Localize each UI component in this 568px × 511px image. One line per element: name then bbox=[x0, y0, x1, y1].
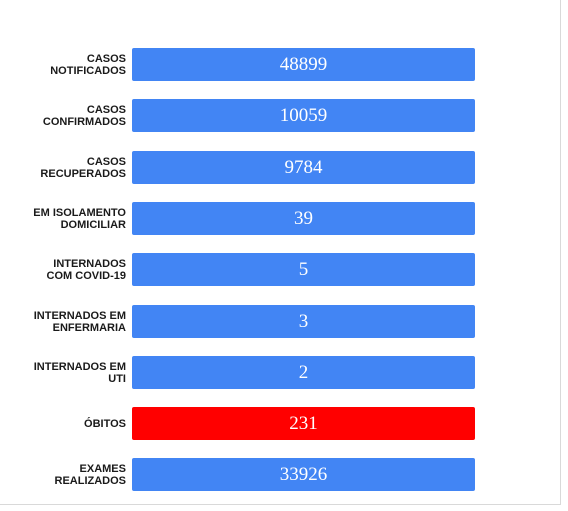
data-label: 2 bbox=[298, 361, 309, 383]
data-label: 9784 bbox=[284, 156, 323, 178]
bar: 48899 bbox=[132, 48, 475, 81]
category-label: CASOS CONFIRMADOS bbox=[42, 103, 126, 128]
category-label: INTERNADOS EM ENFERMARIA bbox=[33, 309, 126, 334]
data-label: 48899 bbox=[279, 53, 328, 75]
bar: 3 bbox=[132, 305, 475, 338]
chart-row: EXAMES REALIZADOS 33926 bbox=[0, 458, 561, 491]
chart-row: INTERNADOS EM UTI 2 bbox=[0, 356, 561, 389]
bar: 10059 bbox=[132, 99, 475, 132]
chart-row: ÓBITOS 231 bbox=[0, 407, 561, 440]
category-label: INTERNADOS COM COVID-19 bbox=[46, 257, 126, 282]
category-label: EM ISOLAMENTO DOMICILIAR bbox=[33, 206, 126, 231]
data-label: 3 bbox=[298, 310, 309, 332]
bar: 2 bbox=[132, 356, 475, 389]
chart-row: INTERNADOS EM ENFERMARIA 3 bbox=[0, 305, 561, 338]
chart-row: EM ISOLAMENTO DOMICILIAR 39 bbox=[0, 202, 561, 235]
category-label: EXAMES REALIZADOS bbox=[54, 462, 127, 487]
category-label: INTERNADOS EM UTI bbox=[33, 360, 126, 385]
bar: 39 bbox=[132, 202, 475, 235]
data-label: 5 bbox=[298, 258, 309, 280]
data-label: 39 bbox=[294, 207, 313, 229]
data-label: 10059 bbox=[279, 104, 328, 126]
chart-row: INTERNADOS COM COVID-19 5 bbox=[0, 253, 561, 286]
chart-panel: CASOS NOTIFICADOS 48899 CASOS CONFIRMADOS 1… bbox=[0, 0, 561, 505]
category-label: ÓBITOS bbox=[84, 417, 126, 430]
bar: 9784 bbox=[132, 151, 475, 184]
bar: 231 bbox=[132, 407, 475, 440]
bar-chart: CASOS NOTIFICADOS 48899 CASOS CONFIRMADOS 1… bbox=[0, 48, 561, 491]
chart-row: CASOS CONFIRMADOS 10059 bbox=[0, 99, 561, 132]
data-label: 33926 bbox=[279, 463, 328, 485]
category-label: CASOS RECUPERADOS bbox=[40, 155, 126, 180]
chart-row: CASOS RECUPERADOS 9784 bbox=[0, 151, 561, 184]
bar: 5 bbox=[132, 253, 475, 286]
category-label: CASOS NOTIFICADOS bbox=[50, 52, 126, 77]
data-label: 231 bbox=[289, 412, 318, 434]
bar: 33926 bbox=[132, 458, 475, 491]
chart-row: CASOS NOTIFICADOS 48899 bbox=[0, 48, 561, 81]
